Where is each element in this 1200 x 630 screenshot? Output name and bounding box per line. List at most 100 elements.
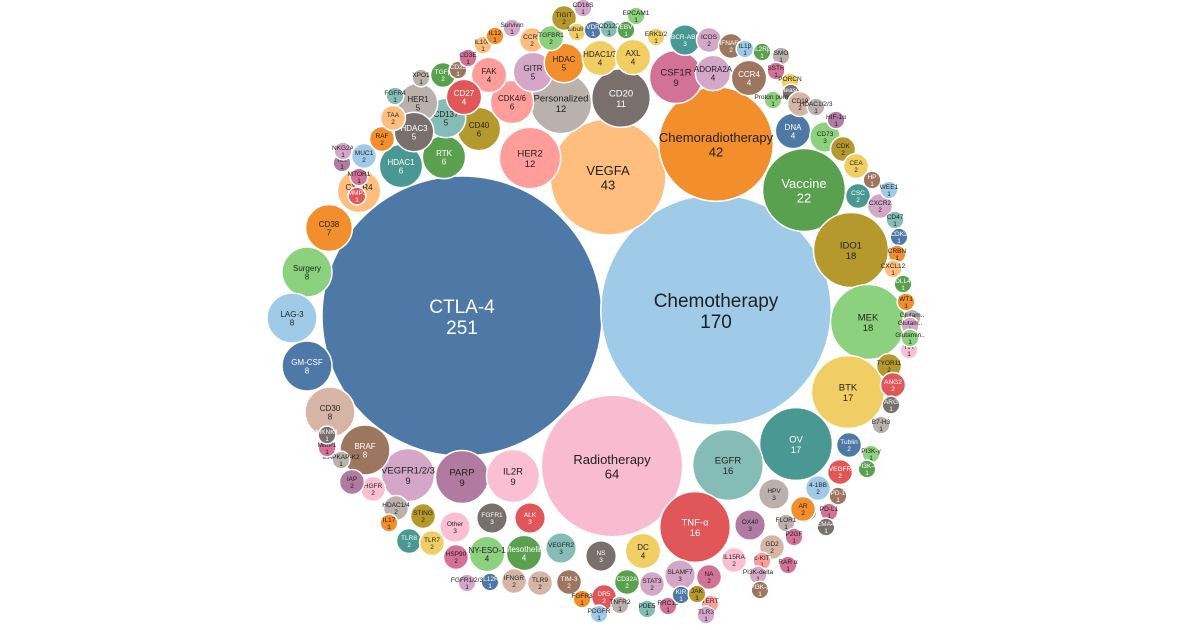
bubble-mark[interactable]	[616, 20, 636, 40]
bubble-ar[interactable]: AR2	[789, 495, 817, 523]
bubble-mark[interactable]	[750, 580, 770, 600]
bubble-mark[interactable]	[537, 24, 565, 52]
bubble-mark[interactable]	[883, 259, 903, 279]
bubble-mark[interactable]	[696, 605, 716, 625]
bubble-mark[interactable]	[409, 502, 437, 530]
bubble-mark[interactable]	[835, 431, 863, 459]
bubble-mark[interactable]	[757, 477, 791, 511]
bubble-mark[interactable]	[470, 56, 508, 94]
bubble-mark[interactable]	[646, 27, 666, 47]
bubble-mark[interactable]	[637, 599, 657, 619]
bubble-mark[interactable]	[544, 531, 578, 565]
bubble-mark[interactable]	[349, 167, 369, 187]
bubble-mark[interactable]	[489, 79, 535, 125]
bubble-mark[interactable]	[881, 395, 901, 415]
bubble-mark[interactable]	[281, 340, 333, 392]
bubble-mark[interactable]	[573, 0, 593, 18]
bubble-mark[interactable]	[900, 328, 920, 348]
bubble-erk1-2[interactable]: ERK1/21	[645, 27, 668, 47]
bubble-mark[interactable]	[687, 584, 707, 604]
bubble-mark[interactable]	[761, 147, 847, 233]
bubble-mark[interactable]	[752, 42, 772, 62]
bubble-mark[interactable]	[498, 126, 562, 190]
bubble-mark[interactable]	[889, 227, 909, 247]
bubble-mark[interactable]	[862, 170, 882, 190]
bubble-mark[interactable]	[584, 539, 618, 573]
bubble-fgfr1-2-3[interactable]: FGFR1/2/31	[451, 573, 484, 593]
bubble-mark[interactable]	[804, 474, 832, 502]
bubble-pi3k[interactable]: PI3K-β1	[750, 580, 770, 600]
bubble-mark[interactable]	[550, 4, 578, 32]
bubble-mark[interactable]	[626, 6, 646, 26]
bubble-mark[interactable]	[347, 186, 367, 206]
bubble-hp[interactable]: HP1	[862, 170, 882, 190]
bubble-mark[interactable]	[572, 589, 592, 609]
bubble-mark[interactable]	[505, 534, 543, 572]
bubble-vegfr[interactable]: VEGFR2	[826, 458, 854, 486]
bubble-mark[interactable]	[331, 450, 351, 470]
bubble-mark[interactable]	[879, 371, 907, 399]
bubble-mark[interactable]	[784, 527, 804, 547]
bubble-mark[interactable]	[879, 180, 899, 200]
bubble-mark[interactable]	[614, 38, 652, 76]
bubble-mark[interactable]	[368, 125, 396, 153]
bubble-mark[interactable]	[379, 104, 407, 132]
bubble-hif-1[interactable]: HIF-1α1	[826, 110, 846, 130]
bubble-mark[interactable]	[418, 529, 446, 557]
bubble-mark[interactable]	[485, 448, 541, 504]
bubble-mark[interactable]	[826, 110, 846, 130]
bubble-mark[interactable]	[266, 292, 318, 344]
bubble-mark[interactable]	[658, 596, 678, 616]
bubble-mark[interactable]	[581, 39, 619, 77]
bubble-mark[interactable]	[526, 569, 554, 597]
bubble-mark[interactable]	[638, 570, 666, 598]
bubble-dc[interactable]: DC4	[624, 532, 662, 570]
bubble-mark[interactable]	[624, 532, 662, 570]
bubble-mark[interactable]	[774, 112, 812, 150]
bubble-mark[interactable]	[733, 508, 767, 542]
bubble-mark[interactable]	[695, 563, 723, 591]
bubble-mark[interactable]	[829, 283, 907, 361]
bubble-mark[interactable]	[668, 23, 702, 57]
bubble-mark[interactable]	[379, 513, 399, 533]
bubble-mark[interactable]	[842, 152, 870, 180]
bubble-mark[interactable]	[350, 142, 378, 170]
bubble-mark[interactable]	[885, 210, 905, 230]
bubble-mark[interactable]	[438, 510, 472, 544]
bubble-mark[interactable]	[555, 568, 583, 596]
